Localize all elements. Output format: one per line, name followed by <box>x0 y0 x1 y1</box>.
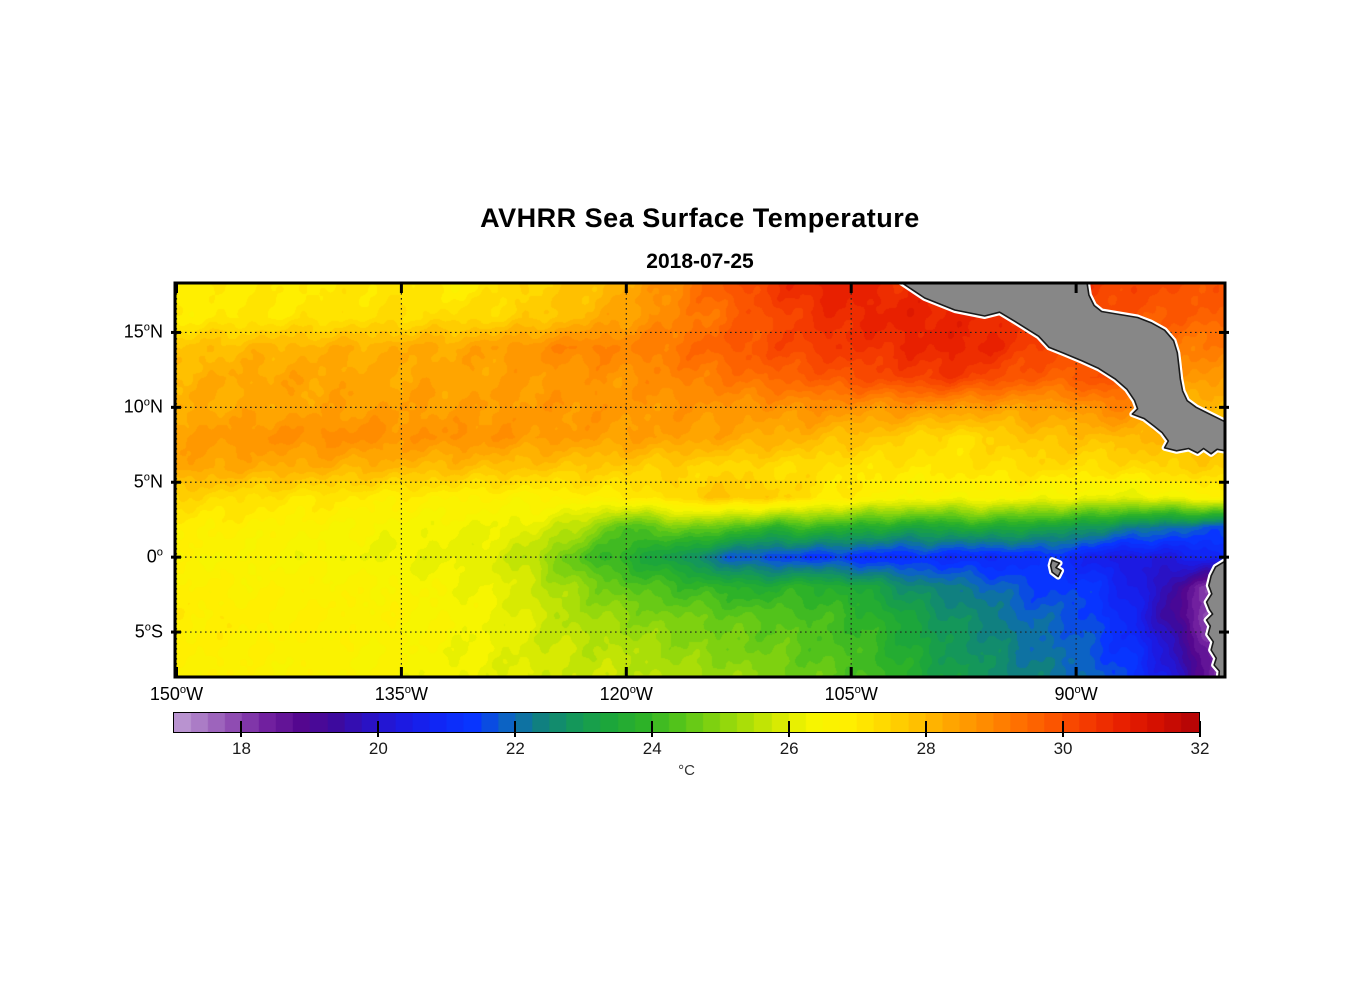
colorbar <box>173 712 1200 733</box>
colorbar-tick-label: 32 <box>1190 739 1210 758</box>
colorbar-tick-mark <box>925 721 928 737</box>
map-overlay-gridlines-land <box>171 281 1229 679</box>
colorbar-tick-mark <box>1199 721 1201 737</box>
colorbar-canvas <box>174 713 1199 732</box>
colorbar-tick-label: 18 <box>231 739 251 758</box>
colorbar-tick-mark <box>651 721 654 737</box>
colorbar-tick-label: 22 <box>505 739 525 758</box>
colorbar-tick-label: 24 <box>642 739 662 758</box>
colorbar-tick-mark <box>514 721 517 737</box>
colorbar-tick-label: 30 <box>1053 739 1073 758</box>
map-border <box>173 281 1227 679</box>
colorbar-tick-mark <box>240 721 243 737</box>
chart-title: AVHRR Sea Surface Temperature <box>480 203 920 233</box>
x-tick-label: 150oW <box>149 684 204 704</box>
colorbar-tick-mark <box>1062 721 1065 737</box>
land-south-america <box>1205 560 1225 677</box>
y-tick-label: 5oN <box>133 471 163 492</box>
y-tick-label: 5oS <box>134 621 163 642</box>
y-tick-label: 15oN <box>123 321 163 342</box>
chart-date-subtitle: 2018-07-25 <box>646 250 754 273</box>
colorbar-tick-label: 20 <box>368 739 388 758</box>
x-tick-label: 105oW <box>824 684 878 704</box>
land-galapagos-islands <box>1049 559 1062 578</box>
map-plot-area <box>171 281 1229 679</box>
colorbar-tick-label: 26 <box>779 739 799 758</box>
y-tick-label: 10oN <box>123 396 163 417</box>
y-tick-label: 0o <box>146 546 163 567</box>
colorbar-tick-label: 28 <box>916 739 936 758</box>
x-tick-label: 90oW <box>1054 684 1098 704</box>
x-tick-label: 135oW <box>374 684 429 704</box>
land-central-america <box>900 283 1225 455</box>
colorbar-tick-mark <box>377 721 380 737</box>
colorbar-unit-label: °C <box>678 762 695 779</box>
colorbar-tick-mark <box>788 721 791 737</box>
x-tick-label: 120oW <box>599 684 653 704</box>
